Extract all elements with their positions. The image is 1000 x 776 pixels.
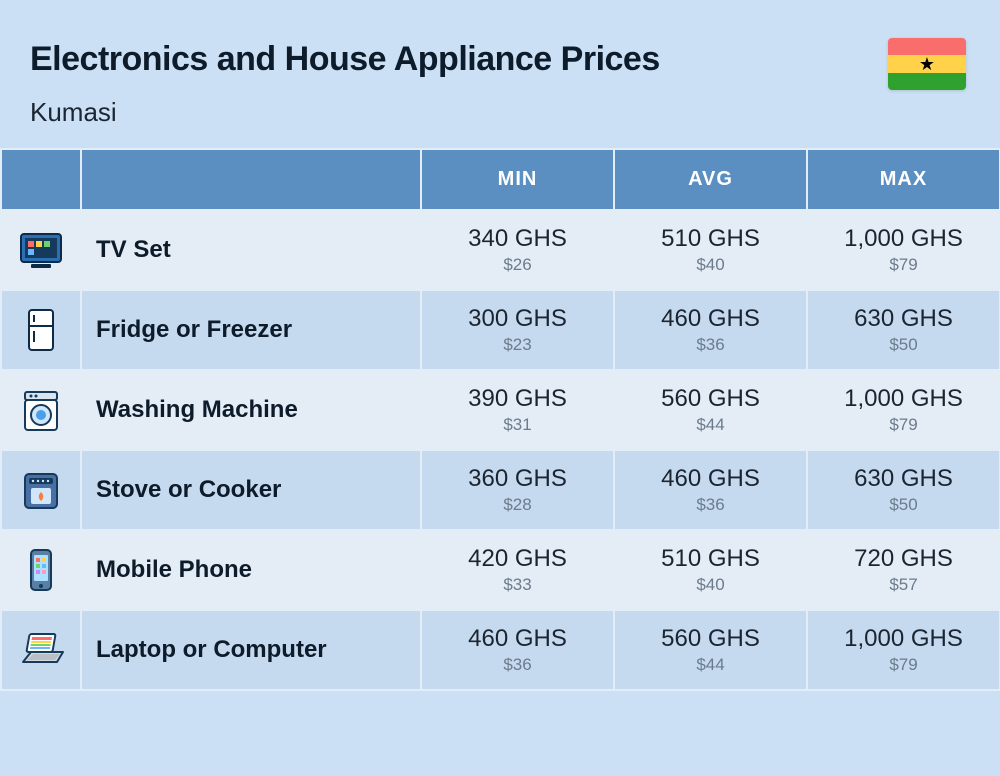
avg-secondary: $36	[623, 495, 798, 515]
flag-star-icon: ★	[919, 55, 935, 73]
min-cell: 460 GHS$36	[421, 610, 614, 690]
min-primary: 420 GHS	[430, 545, 605, 573]
min-cell: 300 GHS$23	[421, 290, 614, 370]
item-name: Mobile Phone	[81, 530, 421, 610]
min-secondary: $26	[430, 255, 605, 275]
max-cell: 1,000 GHS$79	[807, 610, 1000, 690]
col-header-avg: AVG	[614, 149, 807, 210]
avg-cell: 460 GHS$36	[614, 450, 807, 530]
avg-cell: 560 GHS$44	[614, 610, 807, 690]
col-header-min: MIN	[421, 149, 614, 210]
col-header-max: MAX	[807, 149, 1000, 210]
max-secondary: $79	[816, 255, 991, 275]
min-secondary: $23	[430, 335, 605, 355]
item-name: TV Set	[81, 210, 421, 290]
flag-stripe-bot	[888, 73, 966, 90]
price-table: MIN AVG MAX TV Set340 GHS$26510 GHS$401,…	[0, 148, 1000, 691]
avg-cell: 560 GHS$44	[614, 370, 807, 450]
max-primary: 1,000 GHS	[816, 225, 991, 253]
max-primary: 630 GHS	[816, 305, 991, 333]
min-secondary: $33	[430, 575, 605, 595]
stove-icon	[1, 450, 81, 530]
max-primary: 720 GHS	[816, 545, 991, 573]
min-cell: 390 GHS$31	[421, 370, 614, 450]
avg-primary: 460 GHS	[623, 465, 798, 493]
max-primary: 1,000 GHS	[816, 625, 991, 653]
avg-primary: 510 GHS	[623, 545, 798, 573]
page-header: Electronics and House Appliance Prices K…	[0, 0, 1000, 148]
min-secondary: $36	[430, 655, 605, 675]
min-cell: 420 GHS$33	[421, 530, 614, 610]
item-name: Washing Machine	[81, 370, 421, 450]
avg-secondary: $44	[623, 655, 798, 675]
avg-secondary: $40	[623, 255, 798, 275]
max-cell: 630 GHS$50	[807, 450, 1000, 530]
avg-primary: 510 GHS	[623, 225, 798, 253]
min-primary: 390 GHS	[430, 385, 605, 413]
max-secondary: $79	[816, 415, 991, 435]
ghana-flag-icon: ★	[888, 38, 966, 90]
max-cell: 630 GHS$50	[807, 290, 1000, 370]
avg-secondary: $40	[623, 575, 798, 595]
max-cell: 1,000 GHS$79	[807, 210, 1000, 290]
min-primary: 340 GHS	[430, 225, 605, 253]
item-name: Stove or Cooker	[81, 450, 421, 530]
max-secondary: $50	[816, 495, 991, 515]
table-row: Laptop or Computer460 GHS$36560 GHS$441,…	[1, 610, 1000, 690]
min-primary: 300 GHS	[430, 305, 605, 333]
page-subtitle: Kumasi	[30, 97, 970, 128]
min-cell: 340 GHS$26	[421, 210, 614, 290]
min-cell: 360 GHS$28	[421, 450, 614, 530]
min-primary: 460 GHS	[430, 625, 605, 653]
item-name: Fridge or Freezer	[81, 290, 421, 370]
avg-cell: 460 GHS$36	[614, 290, 807, 370]
max-secondary: $57	[816, 575, 991, 595]
table-row: Mobile Phone420 GHS$33510 GHS$40720 GHS$…	[1, 530, 1000, 610]
table-row: Washing Machine390 GHS$31560 GHS$441,000…	[1, 370, 1000, 450]
min-secondary: $31	[430, 415, 605, 435]
table-row: Stove or Cooker360 GHS$28460 GHS$36630 G…	[1, 450, 1000, 530]
phone-icon	[1, 530, 81, 610]
avg-primary: 560 GHS	[623, 385, 798, 413]
page-title: Electronics and House Appliance Prices	[30, 40, 970, 79]
item-name: Laptop or Computer	[81, 610, 421, 690]
min-primary: 360 GHS	[430, 465, 605, 493]
min-secondary: $28	[430, 495, 605, 515]
table-row: Fridge or Freezer300 GHS$23460 GHS$36630…	[1, 290, 1000, 370]
max-primary: 1,000 GHS	[816, 385, 991, 413]
fridge-icon	[1, 290, 81, 370]
avg-secondary: $44	[623, 415, 798, 435]
tv-icon	[1, 210, 81, 290]
washer-icon	[1, 370, 81, 450]
max-secondary: $50	[816, 335, 991, 355]
col-header-name	[81, 149, 421, 210]
table-header-row: MIN AVG MAX	[1, 149, 1000, 210]
table-row: TV Set340 GHS$26510 GHS$401,000 GHS$79	[1, 210, 1000, 290]
avg-secondary: $36	[623, 335, 798, 355]
avg-cell: 510 GHS$40	[614, 530, 807, 610]
laptop-icon	[1, 610, 81, 690]
max-secondary: $79	[816, 655, 991, 675]
max-cell: 720 GHS$57	[807, 530, 1000, 610]
max-primary: 630 GHS	[816, 465, 991, 493]
col-header-icon	[1, 149, 81, 210]
avg-primary: 560 GHS	[623, 625, 798, 653]
flag-stripe-top	[888, 38, 966, 55]
avg-primary: 460 GHS	[623, 305, 798, 333]
avg-cell: 510 GHS$40	[614, 210, 807, 290]
max-cell: 1,000 GHS$79	[807, 370, 1000, 450]
